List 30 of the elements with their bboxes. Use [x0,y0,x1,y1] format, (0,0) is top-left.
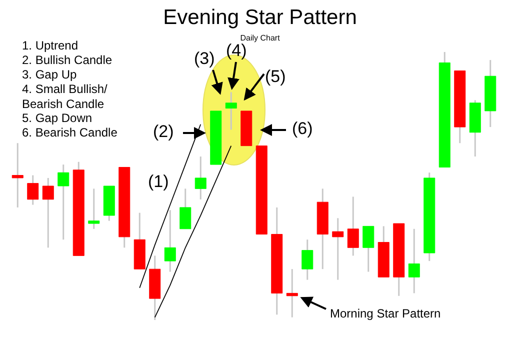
annotation: (4) [226,40,247,60]
annotation: 1. Uptrend [22,38,78,52]
candlestick [27,174,39,206]
candlestick [180,188,192,230]
candlestick [362,225,374,273]
annotation: 4. Small Bullish/Bearish Candle [22,82,108,111]
candlestick [286,268,298,318]
annotation: (6) [292,118,313,138]
candlestick [302,238,314,281]
candlestick [194,156,206,200]
annotation: (3) [194,48,215,68]
annotation: (5) [265,66,286,86]
candlestick [408,228,420,294]
annotation: 2. Bullish Candle [22,52,112,67]
chart-title: Evening Star Pattern [163,6,357,29]
annotation: 6. Bearish Candle [22,125,118,140]
annotation: 3. Gap Up [22,67,78,82]
candlestick [347,196,359,256]
candlestick [58,164,70,240]
candlestick [42,177,54,248]
annotation: 5. Gap Down [22,110,92,125]
candlestick [88,188,100,230]
chart-subtitle: Daily Chart [240,34,281,42]
annotation: Morning Star Pattern [330,306,441,320]
candlestick [164,209,176,273]
candlestick [12,142,24,208]
annotation: (1) [148,172,169,191]
candlestick [225,91,237,130]
candlestick [332,217,344,281]
annotation: (2) [153,122,174,141]
